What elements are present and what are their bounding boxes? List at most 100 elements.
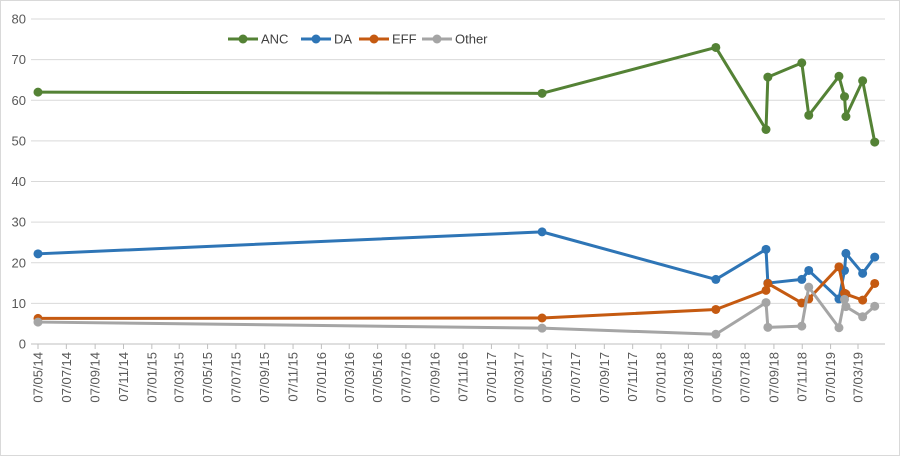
data-point-other	[841, 302, 851, 312]
x-tick-label: 07/09/15	[257, 352, 272, 403]
x-tick-label: 07/07/16	[398, 352, 413, 403]
x-tick-label: 07/09/18	[766, 352, 781, 403]
data-point-da	[870, 252, 880, 262]
data-point-da	[797, 274, 807, 284]
data-point-eff	[858, 295, 868, 305]
data-point-da	[711, 274, 721, 284]
data-point-other	[763, 322, 773, 332]
data-point-other	[840, 294, 850, 304]
x-tick-label: 07/05/15	[200, 352, 215, 403]
data-point-other	[804, 282, 814, 292]
data-point-anc	[870, 137, 880, 147]
x-tick-label: 07/05/17	[540, 352, 555, 403]
data-point-eff	[711, 304, 721, 314]
data-point-anc	[711, 42, 721, 52]
x-tick-label: 07/05/14	[31, 352, 46, 403]
legend: ANC DA EFF Other	[228, 32, 488, 47]
series-anc	[33, 42, 880, 147]
x-tick-label: 07/11/15	[286, 352, 301, 402]
legend-label: EFF	[392, 32, 417, 47]
legend-marker	[432, 34, 442, 44]
data-point-anc	[537, 88, 547, 98]
legend-label: DA	[334, 32, 352, 47]
y-tick-label: 40	[12, 174, 26, 189]
data-point-da	[537, 227, 547, 237]
data-point-anc	[797, 58, 807, 68]
legend-label: Other	[455, 32, 488, 47]
y-tick-label: 70	[12, 52, 26, 67]
legend-marker	[311, 34, 321, 44]
y-tick-label: 0	[19, 337, 26, 352]
data-point-da	[841, 248, 851, 258]
x-tick-label: 07/11/17	[625, 352, 640, 402]
data-point-da	[858, 268, 868, 278]
series-group	[33, 42, 880, 339]
x-tick-label: 07/03/18	[681, 352, 696, 403]
series-line-other	[37, 285, 876, 336]
x-tick-label: 07/01/16	[314, 352, 329, 403]
y-tick-label: 30	[12, 215, 26, 230]
legend-item-other: Other	[422, 32, 488, 47]
x-tick-label: 07/09/17	[597, 352, 612, 403]
y-tick-label: 80	[12, 12, 26, 27]
data-point-anc	[804, 110, 814, 120]
y-tick-label: 60	[12, 93, 26, 108]
series-line-da	[37, 230, 876, 301]
x-tick-label: 07/11/18	[795, 352, 810, 402]
series-da	[33, 227, 880, 304]
x-axis: 07/05/14 07/07/14 07/09/14 07/11/14 07/01/15…	[31, 344, 866, 403]
legend-marker	[369, 34, 379, 44]
x-tick-label: 07/01/17	[484, 352, 499, 403]
x-tick-label: 07/07/18	[738, 352, 753, 403]
x-tick-label: 07/05/16	[370, 352, 385, 403]
data-point-da	[804, 265, 814, 275]
x-tick-label: 07/03/19	[851, 352, 866, 403]
x-tick-label: 07/03/17	[511, 352, 526, 403]
data-point-other	[761, 298, 771, 308]
x-tick-label: 07/07/15	[228, 352, 243, 403]
y-tick-label: 50	[12, 133, 26, 148]
x-tick-label: 07/03/16	[342, 352, 357, 403]
y-tick-label: 10	[12, 296, 26, 311]
data-point-anc	[763, 72, 773, 82]
x-tick-label: 07/07/17	[568, 352, 583, 403]
x-tick-label: 07/11/16	[456, 352, 471, 402]
data-point-eff	[761, 285, 771, 295]
data-point-other	[711, 329, 721, 339]
legend-label: ANC	[261, 32, 288, 47]
series-line-anc	[37, 45, 877, 143]
x-tick-label: 07/09/14	[88, 352, 103, 403]
x-tick-label: 07/01/15	[144, 352, 159, 403]
data-point-eff	[537, 313, 547, 323]
data-point-eff	[870, 278, 880, 288]
data-point-other	[834, 323, 844, 333]
y-tick-label: 20	[12, 255, 26, 270]
series-line-eff	[37, 265, 876, 320]
x-tick-label: 07/01/19	[823, 352, 838, 403]
data-point-anc	[840, 92, 850, 102]
data-point-other	[797, 321, 807, 331]
legend-item-da: DA	[301, 32, 352, 47]
legend-marker	[238, 34, 248, 44]
x-tick-label: 07/11/14	[116, 352, 131, 402]
data-point-da	[33, 249, 43, 259]
x-tick-label: 07/07/14	[59, 352, 74, 403]
data-point-eff	[834, 262, 844, 272]
series-other	[33, 282, 880, 339]
data-point-da	[761, 244, 771, 254]
data-point-other	[858, 312, 868, 322]
x-tick-label: 07/03/15	[172, 352, 187, 403]
data-point-anc	[33, 87, 43, 97]
series-eff	[33, 262, 880, 323]
x-tick-label: 07/05/18	[709, 352, 724, 403]
gridlines	[31, 18, 885, 345]
data-point-other	[870, 301, 880, 311]
data-point-anc	[841, 112, 851, 121]
legend-item-anc: ANC	[228, 32, 288, 47]
x-tick-label: 07/09/16	[427, 352, 442, 403]
data-point-anc	[858, 76, 868, 86]
x-tick-label: 07/01/18	[654, 352, 669, 403]
data-point-other	[33, 317, 43, 327]
